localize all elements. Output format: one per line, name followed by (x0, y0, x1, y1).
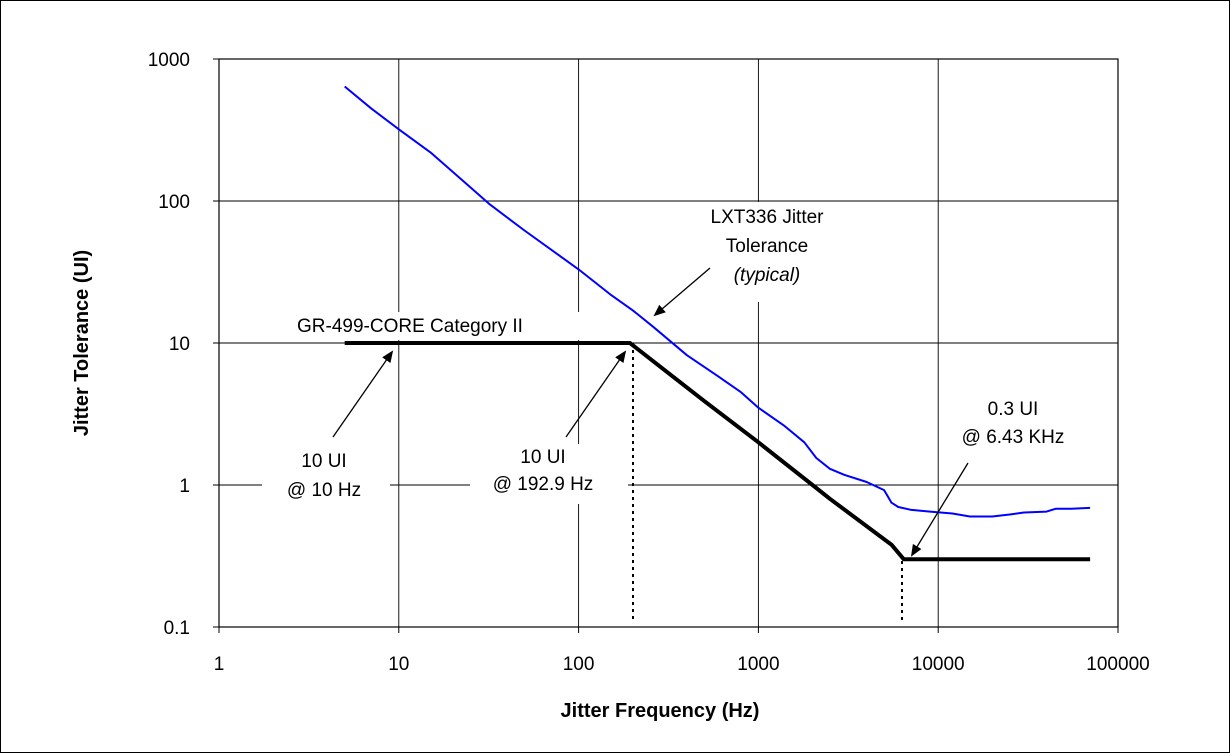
annotation-6430hz-line2: @ 6.43 KHz (962, 427, 1065, 448)
label-bg-a2 (470, 444, 628, 504)
y-tick-label: 1 (179, 476, 190, 497)
y-tick-label: 1000 (148, 50, 190, 71)
y-tick-label: 0.1 (164, 618, 190, 639)
arrow-6430hz (910, 462, 969, 557)
x-tick-label: 1 (214, 654, 225, 675)
x-tick-labels: 1 10 100 1000 10000 100000 (214, 627, 1150, 675)
x-tick-label: 100 (563, 654, 595, 675)
annotation-gr-label: GR-499-CORE Category II (297, 316, 523, 337)
annotation-192hz-line1: 10 UI (520, 447, 565, 468)
x-tick-label: 1000 (737, 654, 779, 675)
series-line-gr499 (344, 341, 1091, 562)
label-bg-gr (292, 312, 592, 340)
annotation-lxt-line1: LXT336 Jitter (711, 207, 825, 228)
y-axis-title: Jitter Tolerance (UI) (71, 250, 93, 436)
annotation-lxt-line3: (typical) (734, 265, 801, 286)
label-bg-a1 (262, 444, 390, 504)
annotation-10hz-line1: 10 UI (301, 451, 346, 472)
x-axis-title: Jitter Frequency (Hz) (561, 700, 760, 722)
x-tick-label: 10 (388, 654, 409, 675)
series-line-lxt336 (344, 85, 1091, 518)
annotation-lxt-line2: Tolerance (726, 236, 808, 257)
y-tick-label: 100 (158, 192, 190, 213)
label-bg-lxt (688, 202, 848, 302)
arrow-192hz (565, 350, 627, 438)
arrow-lxt (653, 267, 711, 317)
annotation-192hz-line2: @ 192.9 Hz (493, 474, 594, 495)
annotation-10hz-line2: @ 10 Hz (287, 480, 361, 501)
arrow-10hz (332, 350, 394, 438)
y-tick-label: 10 (169, 334, 190, 355)
y-tick-labels: 0.1 1 10 100 1000 (148, 50, 219, 639)
label-bg-a3 (944, 395, 1084, 455)
series-lines (344, 85, 1091, 562)
annotation-6430hz-line1: 0.3 UI (988, 399, 1039, 420)
x-tick-label: 10000 (912, 654, 965, 675)
x-tick-label: 100000 (1086, 654, 1149, 675)
